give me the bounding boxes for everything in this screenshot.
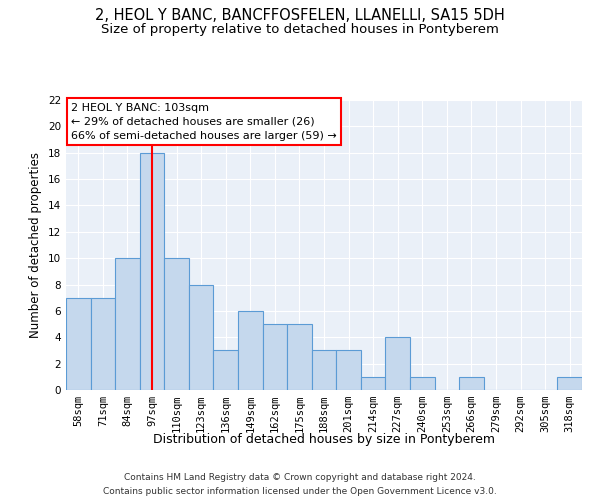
Bar <box>263 324 287 390</box>
Text: Size of property relative to detached houses in Pontyberem: Size of property relative to detached ho… <box>101 22 499 36</box>
Bar <box>336 350 361 390</box>
Bar <box>557 377 582 390</box>
Text: Distribution of detached houses by size in Pontyberem: Distribution of detached houses by size … <box>153 432 495 446</box>
Bar <box>189 284 214 390</box>
Bar <box>140 152 164 390</box>
Text: 2 HEOL Y BANC: 103sqm
← 29% of detached houses are smaller (26)
66% of semi-deta: 2 HEOL Y BANC: 103sqm ← 29% of detached … <box>71 103 337 141</box>
Bar <box>214 350 238 390</box>
Text: Contains HM Land Registry data © Crown copyright and database right 2024.: Contains HM Land Registry data © Crown c… <box>124 472 476 482</box>
Bar <box>361 377 385 390</box>
Bar <box>164 258 189 390</box>
Bar <box>115 258 140 390</box>
Bar <box>312 350 336 390</box>
Bar <box>385 338 410 390</box>
Bar <box>459 377 484 390</box>
Bar <box>410 377 434 390</box>
Bar <box>91 298 115 390</box>
Text: Contains public sector information licensed under the Open Government Licence v3: Contains public sector information licen… <box>103 488 497 496</box>
Bar <box>238 311 263 390</box>
Bar <box>66 298 91 390</box>
Bar <box>287 324 312 390</box>
Y-axis label: Number of detached properties: Number of detached properties <box>29 152 43 338</box>
Text: 2, HEOL Y BANC, BANCFFOSFELEN, LLANELLI, SA15 5DH: 2, HEOL Y BANC, BANCFFOSFELEN, LLANELLI,… <box>95 8 505 22</box>
